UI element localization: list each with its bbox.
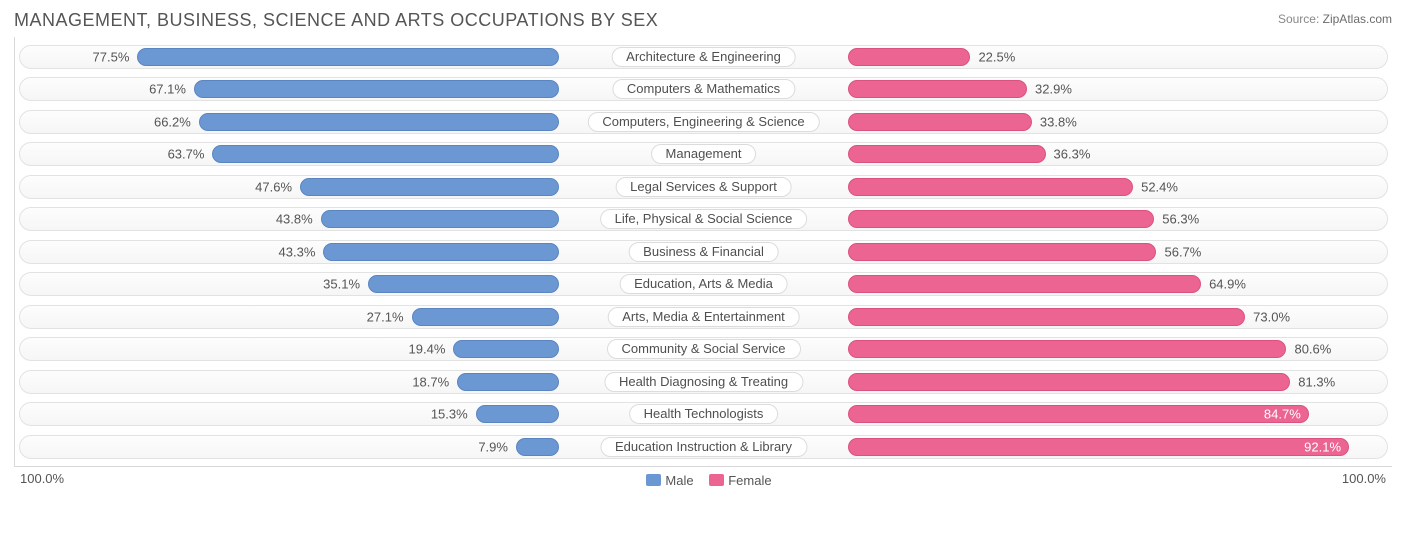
bar-male: [137, 48, 559, 66]
pct-female: 52.4%: [1141, 179, 1178, 194]
category-label: Business & Financial: [628, 242, 779, 262]
bar-female: [848, 210, 1154, 228]
chart-row: 27.1% 73.0% Arts, Media & Entertainment: [15, 302, 1392, 332]
category-label: Community & Social Service: [607, 339, 801, 359]
pct-female: 84.7%: [1264, 407, 1301, 422]
category-label: Computers & Mathematics: [612, 79, 795, 99]
pct-female: 73.0%: [1253, 309, 1290, 324]
source-name: ZipAtlas.com: [1323, 12, 1392, 26]
chart-row: 43.3% 56.7% Business & Financial: [15, 237, 1392, 267]
bar-female: [848, 405, 1309, 423]
category-label: Architecture & Engineering: [611, 47, 796, 67]
category-label: Education Instruction & Library: [600, 437, 807, 457]
bar-female: [848, 243, 1156, 261]
legend-label-male: Male: [665, 473, 693, 488]
chart-title: MANAGEMENT, BUSINESS, SCIENCE AND ARTS O…: [14, 10, 658, 31]
axis-left-label: 100.0%: [20, 471, 64, 488]
legend: Male Female: [634, 473, 771, 488]
legend-label-female: Female: [728, 473, 771, 488]
category-label: Arts, Media & Entertainment: [607, 307, 800, 327]
bar-female: [848, 308, 1245, 326]
bar-female: [848, 340, 1286, 358]
category-label: Education, Arts & Media: [619, 274, 788, 294]
chart-row: 15.3% 84.7% Health Technologists: [15, 399, 1392, 429]
chart-row: 67.1% 32.9% Computers & Mathematics: [15, 74, 1392, 104]
pct-male: 7.9%: [478, 439, 508, 454]
pct-male: 47.6%: [255, 179, 292, 194]
pct-male: 18.7%: [412, 374, 449, 389]
bar-male: [476, 405, 559, 423]
bar-female: [848, 80, 1027, 98]
chart-row: 7.9% 92.1% Education Instruction & Library: [15, 432, 1392, 462]
bar-male: [323, 243, 559, 261]
pct-male: 67.1%: [149, 82, 186, 97]
pct-female: 92.1%: [1304, 439, 1341, 454]
bar-male: [199, 113, 559, 131]
bar-male: [368, 275, 559, 293]
source-attribution: Source: ZipAtlas.com: [1278, 12, 1392, 26]
pct-male: 35.1%: [323, 277, 360, 292]
source-label: Source:: [1278, 12, 1319, 26]
legend-swatch-female: [709, 474, 724, 486]
pct-female: 81.3%: [1298, 374, 1335, 389]
chart-row: 77.5% 22.5% Architecture & Engineering: [15, 42, 1392, 72]
bar-male: [457, 373, 559, 391]
pct-male: 15.3%: [431, 407, 468, 422]
chart-row: 66.2% 33.8% Computers, Engineering & Scien…: [15, 107, 1392, 137]
chart-row: 18.7% 81.3% Health Diagnosing & Treating: [15, 367, 1392, 397]
category-label: Management: [651, 144, 757, 164]
bar-male: [212, 145, 558, 163]
bar-male: [453, 340, 559, 358]
chart-row: 35.1% 64.9% Education, Arts & Media: [15, 269, 1392, 299]
bar-male: [412, 308, 559, 326]
pct-male: 27.1%: [367, 309, 404, 324]
pct-male: 19.4%: [409, 342, 446, 357]
pct-male: 66.2%: [154, 114, 191, 129]
pct-female: 56.3%: [1162, 212, 1199, 227]
pct-female: 36.3%: [1054, 147, 1091, 162]
category-label: Health Technologists: [629, 404, 779, 424]
bar-female: [848, 48, 970, 66]
pct-female: 56.7%: [1164, 244, 1201, 259]
pct-female: 64.9%: [1209, 277, 1246, 292]
category-label: Health Diagnosing & Treating: [604, 372, 803, 392]
pct-male: 77.5%: [93, 49, 130, 64]
bar-female: [848, 178, 1133, 196]
category-label: Life, Physical & Social Science: [600, 209, 808, 229]
legend-swatch-male: [646, 474, 661, 486]
bar-female: [848, 145, 1045, 163]
chart-row: 43.8% 56.3% Life, Physical & Social Scienc…: [15, 204, 1392, 234]
axis-right-label: 100.0%: [1342, 471, 1386, 488]
bar-male: [194, 80, 559, 98]
pct-male: 63.7%: [168, 147, 205, 162]
pct-female: 22.5%: [978, 49, 1015, 64]
pct-male: 43.3%: [279, 244, 316, 259]
pct-female: 32.9%: [1035, 82, 1072, 97]
occupations-chart: 77.5% 22.5% Architecture & Engineering 67.1…: [14, 37, 1392, 467]
bar-female: [848, 373, 1290, 391]
bar-male: [300, 178, 559, 196]
chart-row: 47.6% 52.4% Legal Services & Support: [15, 172, 1392, 202]
pct-male: 43.8%: [276, 212, 313, 227]
bar-female: [848, 113, 1032, 131]
bar-male: [516, 438, 559, 456]
bar-female: [848, 438, 1349, 456]
bar-male: [321, 210, 559, 228]
chart-row: 63.7% 36.3% Management: [15, 139, 1392, 169]
pct-female: 80.6%: [1294, 342, 1331, 357]
bar-female: [848, 275, 1201, 293]
chart-row: 19.4% 80.6% Community & Social Service: [15, 334, 1392, 364]
x-axis: 100.0% Male Female 100.0%: [14, 467, 1392, 488]
pct-female: 33.8%: [1040, 114, 1077, 129]
category-label: Legal Services & Support: [615, 177, 792, 197]
category-label: Computers, Engineering & Science: [587, 112, 819, 132]
